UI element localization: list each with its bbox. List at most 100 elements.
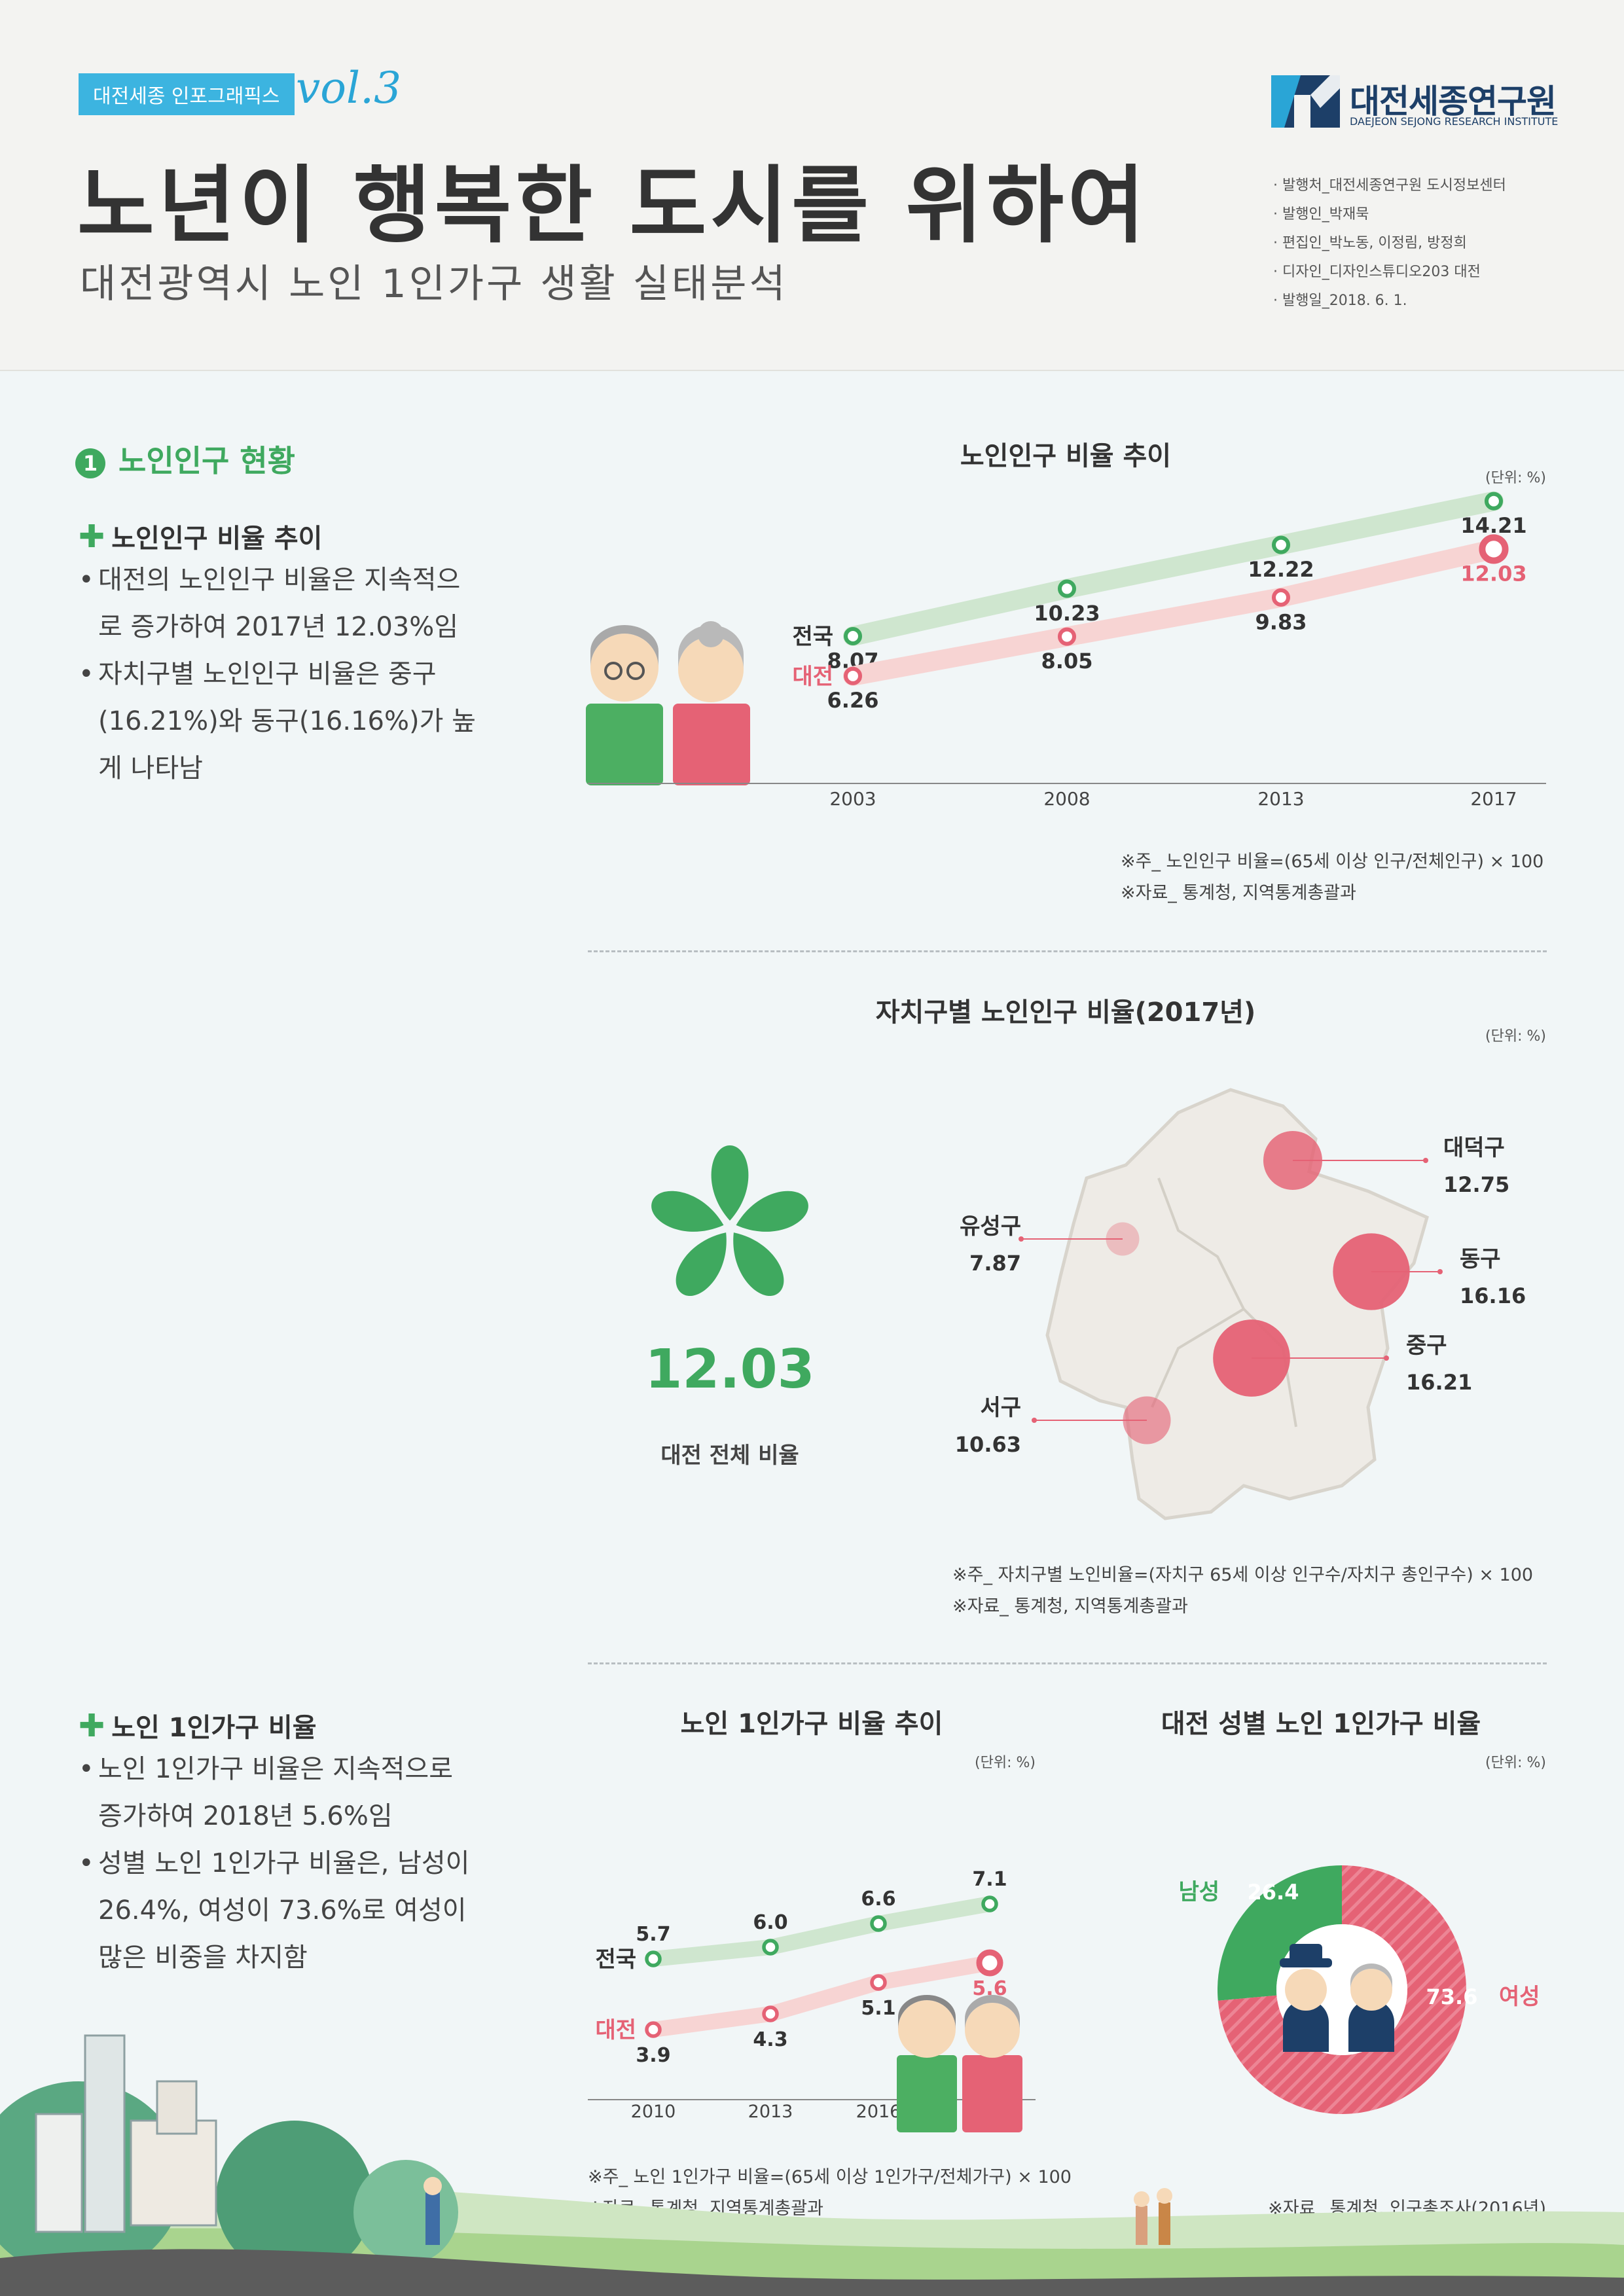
district-name: 중구	[1406, 1333, 1447, 1359]
district-bubble	[1123, 1396, 1171, 1444]
bullet-item: 자치구별 노인인구 비율은 중구(16.21%)와 동구(16.16%)가 높게…	[79, 651, 484, 792]
data-label: 5.7	[636, 1923, 670, 1946]
data-label: 8.07	[827, 648, 879, 673]
series-line-national	[843, 491, 1504, 646]
daejeon-map-shape	[1045, 1088, 1430, 1520]
data-label: 12.03	[1460, 561, 1526, 586]
data-point	[981, 1895, 998, 1912]
series-tag: 대전세종 인포그래픽스	[79, 73, 295, 115]
data-point	[1271, 588, 1291, 607]
slice-name: 남성	[1178, 1879, 1219, 1905]
chart-note: ※주_ 자치구별 노인비율=(자치구 65세 이상 인구수/자치구 총인구수) …	[952, 1565, 1533, 1585]
chart-unit: (단위: %)	[1485, 470, 1546, 486]
series-name: 전국	[595, 1946, 636, 1973]
data-label: 7.1	[972, 1868, 1007, 1891]
data-point	[843, 666, 863, 685]
data-point	[1484, 492, 1504, 511]
data-point	[1057, 579, 1077, 598]
data-point	[1057, 627, 1077, 646]
credit-line: · 편집인_박노동, 이정림, 방정희	[1273, 235, 1467, 251]
elderly-couple-icon	[586, 621, 750, 785]
data-label: 8.05	[1041, 649, 1093, 673]
chart-unit: (단위: %)	[975, 1755, 1036, 1771]
chart-title: 대전 성별 노인 1인가구 비율	[1161, 1709, 1481, 1739]
x-tick-label: 2003	[829, 788, 876, 810]
data-label: 10.23	[1034, 601, 1100, 626]
x-tick-label: 2017	[1470, 788, 1517, 810]
bullet-list-ratio: 대전의 노인인구 비율은 지속적으로 증가하여 2017년 12.03%임 자치…	[79, 556, 484, 792]
data-point	[762, 1939, 779, 1956]
district-value: 16.21	[1406, 1370, 1472, 1395]
plus-icon: ✚	[79, 518, 105, 555]
district-bubble	[1333, 1233, 1410, 1310]
data-point	[843, 626, 863, 646]
institute-english-name: DAEJEON SEJONG RESEARCH INSTITUTE	[1350, 115, 1559, 128]
page-subtitle: 대전광역시 노인 1인가구 생활 실태분석	[80, 261, 788, 307]
credit-line: · 발행일_2018. 6. 1.	[1273, 293, 1407, 309]
leader-dot	[1437, 1269, 1443, 1274]
district-bubble	[1263, 1131, 1322, 1190]
bullet-item: 대전의 노인인구 비율은 지속적으로 증가하여 2017년 12.03%임	[79, 556, 484, 651]
bullet-list-single: 노인 1인가구 비율은 지속적으로 증가하여 2018년 5.6%임 성별 노인…	[79, 1746, 484, 1981]
divider	[588, 1662, 1547, 1664]
x-tick-label: 2008	[1043, 788, 1090, 810]
divider	[588, 950, 1547, 952]
section-title: 노인인구 현황	[118, 443, 295, 478]
leader-dot	[1423, 1158, 1428, 1163]
bullet-item: 성별 노인 1인가구 비율은, 남성이 26.4%, 여성이 73.6%로 여성…	[79, 1840, 484, 1981]
data-point	[870, 1915, 887, 1932]
daejeon-flower-icon	[651, 1145, 808, 1297]
subsection-heading-single: ✚ 노인 1인가구 비율	[79, 1706, 317, 1744]
chart-note: ※자료_ 통계청, 지역통계총괄과	[952, 1596, 1188, 1617]
donut-slice-male	[1218, 1865, 1342, 2001]
chart-note: ※주_ 노인인구 비율=(65세 이상 인구/전체인구) × 100	[1121, 852, 1543, 872]
district-name: 대덕구	[1443, 1135, 1505, 1161]
subsection-heading-ratio: ✚ 노인인구 비율 추이	[79, 517, 322, 555]
series-name: 대전	[792, 664, 833, 690]
slice-value: 26.4	[1248, 1880, 1299, 1905]
x-tick-label: 2013	[1257, 788, 1304, 810]
data-point	[645, 1950, 662, 1967]
volume-label: vol.3	[296, 63, 402, 113]
credit-line: · 발행인_박재묵	[1273, 206, 1369, 223]
chart-title: 노인인구 비율 추이	[960, 441, 1171, 471]
data-label: 6.6	[861, 1888, 895, 1910]
header	[0, 0, 1624, 371]
page-title: 노년이 행복한 도시를 위하여	[77, 157, 1149, 255]
institute-logo-icon	[1271, 75, 1340, 128]
data-label: 14.21	[1460, 513, 1526, 538]
data-label: 6.0	[753, 1911, 787, 1934]
data-label: 9.83	[1255, 609, 1307, 634]
chart-title: 노인 1인가구 비율 추이	[681, 1709, 943, 1739]
section-heading: 1 노인인구 현황	[75, 437, 295, 480]
district-name: 서구	[980, 1395, 1021, 1421]
series-line-daejeon	[843, 539, 1504, 686]
chart-title: 자치구별 노인인구 비율(2017년)	[876, 997, 1256, 1028]
credit-line: · 발행처_대전세종연구원 도시정보센터	[1273, 177, 1506, 194]
leader-dot	[1019, 1236, 1024, 1242]
chart-unit: (단위: %)	[1485, 1755, 1546, 1771]
district-value: 12.75	[1443, 1172, 1509, 1197]
chart-note: ※자료_ 통계청, 지역통계총괄과	[1121, 883, 1356, 903]
overall-label: 대전 전체 비율	[660, 1443, 799, 1469]
district-bubble	[1106, 1222, 1140, 1256]
series-line-national	[645, 1896, 998, 1967]
district-bubble	[1213, 1319, 1290, 1397]
institute-name: 대전세종연구원	[1350, 82, 1557, 120]
subsection-title: 노인인구 비율 추이	[111, 524, 323, 554]
credits: · 발행처_대전세종연구원 도시정보센터 · 발행인_박재묵 · 편집인_박노동…	[1273, 171, 1506, 315]
district-name: 동구	[1460, 1246, 1501, 1272]
district-borders	[1151, 1177, 1297, 1427]
leader-dot	[1384, 1355, 1389, 1361]
district-value: 7.87	[969, 1251, 1021, 1276]
data-label: 6.26	[827, 688, 879, 713]
data-point	[870, 1974, 887, 1991]
data-point	[1271, 535, 1291, 554]
subsection-title: 노인 1인가구 비율	[111, 1713, 317, 1743]
overall-value: 12.03	[645, 1338, 814, 1401]
district-name: 유성구	[960, 1213, 1021, 1240]
data-label: 12.22	[1248, 557, 1314, 582]
series-name: 전국	[792, 624, 833, 650]
leader-dot	[1032, 1418, 1037, 1423]
plus-icon: ✚	[79, 1708, 105, 1744]
